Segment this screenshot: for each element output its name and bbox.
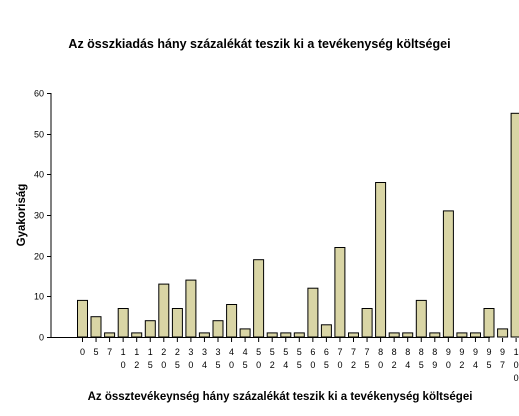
- bar: [361, 308, 373, 338]
- bar: [117, 308, 129, 338]
- bar: [375, 182, 387, 338]
- x-tick-label: 7: [107, 347, 112, 357]
- bar: [185, 279, 197, 338]
- bar: [402, 332, 414, 338]
- bar: [171, 308, 183, 338]
- bar: [90, 316, 102, 338]
- bar: [307, 287, 319, 338]
- bar: [253, 259, 265, 338]
- bar: [348, 332, 359, 338]
- bar: [429, 332, 441, 338]
- x-tick-label: 5: [94, 347, 99, 357]
- y-tick-label: 0: [39, 333, 44, 343]
- bar: [144, 320, 156, 338]
- bar: [158, 283, 170, 338]
- bar: [131, 332, 143, 338]
- x-tick-label: 0: [80, 347, 85, 357]
- bar: [77, 299, 88, 338]
- bar: [226, 304, 238, 338]
- bar: [388, 332, 400, 338]
- y-tick-label: 60: [34, 89, 44, 99]
- y-tick-label: 50: [34, 130, 44, 140]
- bar: [456, 332, 468, 338]
- bar: [510, 112, 519, 338]
- bar: [320, 324, 332, 338]
- bar: [470, 332, 481, 338]
- bar: [293, 332, 305, 338]
- bar: [497, 328, 509, 338]
- bar: [239, 328, 251, 338]
- bar: [280, 332, 292, 338]
- y-tick-label: 10: [34, 292, 44, 302]
- bar: [198, 332, 210, 338]
- bar: [334, 247, 346, 338]
- bar: [415, 299, 427, 338]
- bar: [212, 320, 224, 338]
- x-axis-label: Az össztevékeynség hány százalékát teszi…: [87, 391, 473, 403]
- bar: [266, 332, 278, 338]
- y-tick-label: 30: [34, 211, 44, 221]
- bar: [104, 332, 116, 338]
- chart-title: Az összkiadás hány százalékát teszik ki …: [68, 37, 451, 51]
- y-tick-label: 40: [34, 170, 44, 180]
- y-tick-label: 20: [34, 252, 44, 262]
- bar: [483, 308, 495, 338]
- bar: [442, 210, 454, 338]
